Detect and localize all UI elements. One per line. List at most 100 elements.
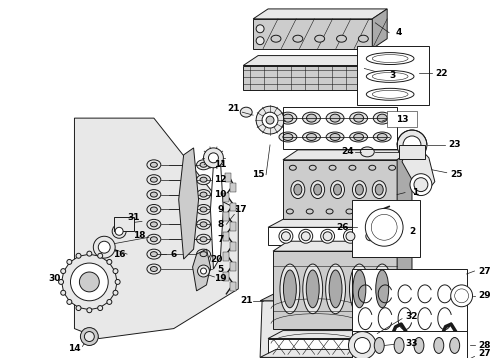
Bar [225, 173, 231, 182]
Polygon shape [193, 249, 211, 291]
Bar [387, 111, 417, 127]
Polygon shape [74, 118, 238, 338]
Ellipse shape [200, 252, 207, 257]
Text: 2: 2 [409, 227, 415, 236]
Bar [230, 242, 236, 251]
Bar [283, 107, 397, 149]
Ellipse shape [196, 204, 211, 215]
Polygon shape [372, 9, 387, 49]
Ellipse shape [196, 219, 211, 229]
Ellipse shape [208, 153, 219, 163]
Ellipse shape [200, 162, 207, 167]
Ellipse shape [113, 290, 118, 295]
Ellipse shape [373, 112, 391, 124]
Ellipse shape [279, 112, 297, 124]
Polygon shape [260, 350, 382, 357]
Ellipse shape [306, 270, 319, 308]
Text: 17: 17 [234, 205, 246, 214]
Ellipse shape [293, 35, 303, 42]
Ellipse shape [414, 338, 424, 354]
Polygon shape [211, 160, 223, 269]
Polygon shape [283, 150, 412, 160]
Ellipse shape [346, 232, 355, 241]
Ellipse shape [87, 251, 92, 256]
Text: 12: 12 [214, 175, 227, 184]
Polygon shape [382, 219, 397, 245]
Ellipse shape [79, 272, 99, 292]
Ellipse shape [266, 116, 274, 124]
Polygon shape [243, 55, 377, 66]
Ellipse shape [147, 204, 161, 215]
Ellipse shape [326, 264, 345, 314]
Bar [223, 252, 229, 261]
Ellipse shape [113, 269, 118, 274]
Bar [223, 212, 229, 221]
Ellipse shape [366, 232, 375, 241]
Ellipse shape [147, 219, 161, 229]
Ellipse shape [76, 253, 81, 258]
Ellipse shape [256, 37, 264, 45]
Text: 3: 3 [389, 71, 395, 80]
Ellipse shape [366, 208, 403, 246]
Ellipse shape [203, 148, 223, 168]
Ellipse shape [430, 332, 448, 359]
Ellipse shape [115, 227, 123, 235]
Ellipse shape [150, 237, 157, 242]
Ellipse shape [147, 249, 161, 259]
Ellipse shape [337, 35, 346, 42]
Text: 27: 27 [478, 349, 490, 358]
Ellipse shape [451, 285, 472, 307]
Ellipse shape [287, 209, 294, 214]
Ellipse shape [376, 270, 389, 308]
Bar [230, 222, 236, 231]
Ellipse shape [256, 25, 264, 33]
Polygon shape [273, 241, 412, 251]
Ellipse shape [348, 332, 376, 359]
Ellipse shape [323, 232, 332, 241]
Ellipse shape [307, 114, 317, 122]
Bar [283, 160, 397, 219]
Bar [399, 145, 425, 159]
Ellipse shape [364, 229, 377, 243]
Text: 24: 24 [341, 147, 354, 156]
Ellipse shape [354, 134, 364, 140]
Ellipse shape [374, 338, 384, 354]
Ellipse shape [329, 165, 336, 170]
Ellipse shape [294, 184, 302, 195]
Text: 13: 13 [396, 114, 408, 123]
Ellipse shape [434, 338, 444, 354]
Polygon shape [268, 330, 387, 338]
Ellipse shape [299, 229, 313, 243]
Ellipse shape [389, 165, 395, 170]
Text: 11: 11 [214, 160, 227, 169]
Ellipse shape [71, 263, 108, 301]
Text: 33: 33 [406, 339, 418, 348]
Text: 10: 10 [214, 190, 226, 199]
Ellipse shape [326, 112, 344, 124]
Ellipse shape [200, 177, 207, 182]
Text: 20: 20 [210, 255, 222, 264]
Ellipse shape [366, 209, 373, 214]
Ellipse shape [306, 209, 313, 214]
Ellipse shape [360, 147, 374, 157]
Ellipse shape [367, 88, 414, 100]
Ellipse shape [240, 107, 252, 117]
Polygon shape [368, 293, 382, 357]
Ellipse shape [283, 134, 293, 140]
Ellipse shape [280, 264, 300, 314]
Text: 23: 23 [448, 140, 461, 149]
Ellipse shape [367, 71, 414, 82]
Text: 8: 8 [217, 220, 223, 229]
Ellipse shape [303, 264, 322, 314]
Ellipse shape [283, 114, 293, 122]
Ellipse shape [358, 35, 368, 42]
Ellipse shape [59, 279, 64, 284]
Ellipse shape [67, 260, 72, 264]
Ellipse shape [200, 268, 206, 274]
Text: 21: 21 [227, 104, 240, 113]
Ellipse shape [147, 175, 161, 185]
Ellipse shape [262, 112, 278, 128]
Ellipse shape [343, 229, 357, 243]
Ellipse shape [375, 184, 383, 195]
Polygon shape [253, 19, 372, 49]
